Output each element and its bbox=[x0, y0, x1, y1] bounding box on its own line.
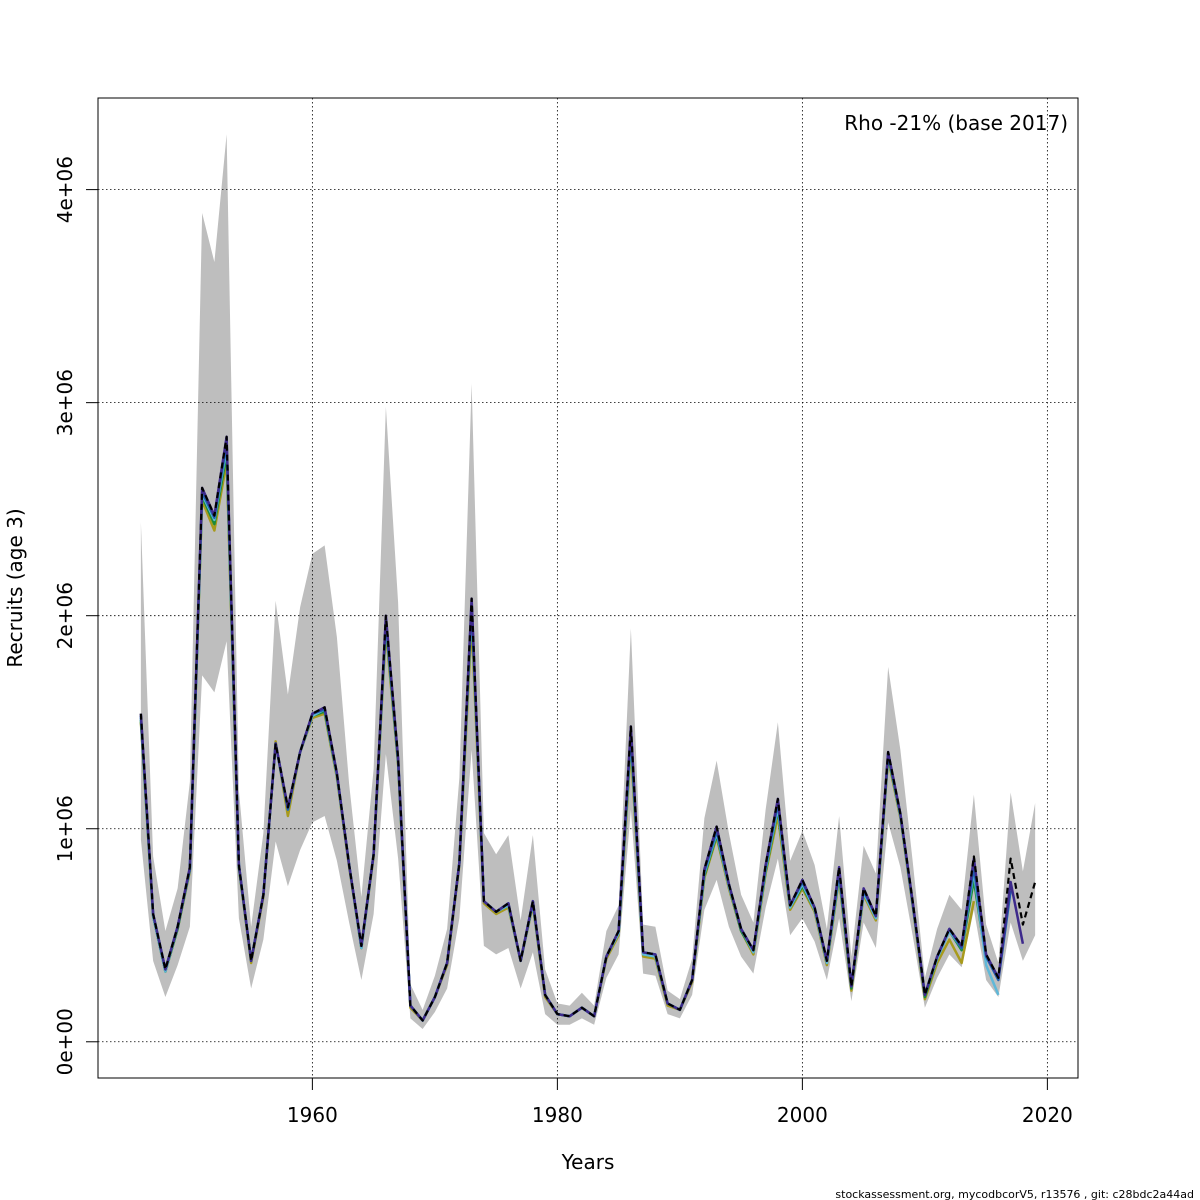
x-axis-title: Years bbox=[561, 1150, 615, 1174]
x-tick-label: 2020 bbox=[1022, 1103, 1073, 1127]
y-tick-label: 4e+06 bbox=[53, 156, 77, 223]
annotation-label: Rho -21% (base 2017) bbox=[844, 111, 1068, 135]
plot-frame bbox=[97, 97, 1079, 1079]
y-tick-label: 2e+06 bbox=[53, 582, 77, 649]
x-tick-label: 2000 bbox=[777, 1103, 828, 1127]
y-tick-label: 3e+06 bbox=[53, 369, 77, 436]
y-tick-label: 1e+06 bbox=[53, 795, 77, 862]
y-tick-label: 0e+00 bbox=[53, 1008, 77, 1075]
series-line bbox=[139, 452, 988, 1022]
gridlines bbox=[98, 98, 1078, 1078]
footer-credit: stockassessment.org, mycodbcorV5, r13576… bbox=[835, 1188, 1194, 1200]
series-layer bbox=[139, 435, 1037, 1022]
axes: 1960 1980 2000 2020 0e+00 1e+06 2e+06 3e+06 4e+0… bbox=[53, 97, 1079, 1127]
x-tick-label: 1960 bbox=[287, 1103, 338, 1127]
x-tick-label: 1980 bbox=[532, 1103, 583, 1127]
y-axis-title: Recruits (age 3) bbox=[3, 508, 27, 667]
series-line bbox=[139, 435, 1037, 1022]
confidence-band-layer bbox=[140, 134, 1036, 1030]
confidence-band bbox=[140, 134, 1036, 1030]
